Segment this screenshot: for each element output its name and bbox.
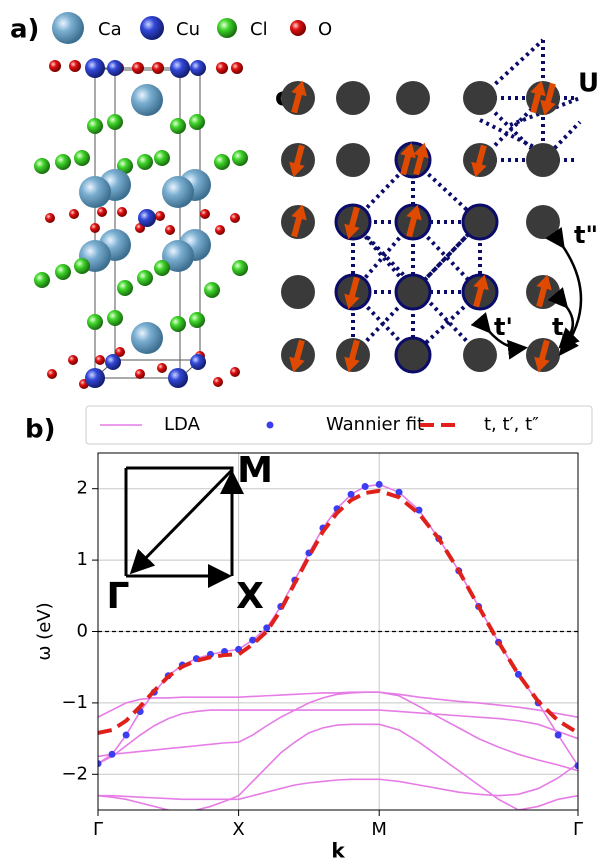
band-line <box>98 691 578 772</box>
band-line <box>98 483 578 767</box>
legend-marker <box>217 18 237 38</box>
data-point <box>574 762 578 770</box>
annotation: t" <box>574 221 598 249</box>
band-line <box>98 762 578 801</box>
x-tick-label: M <box>371 819 387 840</box>
panel-label: a) <box>10 15 39 45</box>
x-tick-label: Γ <box>573 819 583 840</box>
inset-arrow <box>129 468 234 575</box>
x-tick-label: Γ <box>93 819 103 840</box>
x-tick-label: X <box>232 819 244 840</box>
plot-frame <box>97 452 579 811</box>
annotation: t <box>552 313 563 341</box>
legend-label: LDA <box>164 414 201 435</box>
band-line <box>98 723 578 810</box>
annotation: t' <box>494 313 513 341</box>
data-point <box>122 731 130 739</box>
panel-label: b) <box>25 415 56 445</box>
legend-marker <box>52 12 84 44</box>
data-point <box>108 750 116 758</box>
annotation: U <box>578 69 599 99</box>
y-tick-label: −2 <box>61 763 88 784</box>
plot-area <box>98 480 578 810</box>
legend-label: Cl <box>250 19 268 40</box>
legend-label: t, t′, t″ <box>484 414 539 435</box>
data-point <box>395 488 403 496</box>
legend-label: Cu <box>176 19 200 40</box>
inset-label: M <box>237 450 273 491</box>
data-point <box>263 624 271 632</box>
legend-marker <box>266 421 274 429</box>
legend-box <box>85 405 593 445</box>
data-point <box>514 670 522 678</box>
data-point <box>375 480 383 488</box>
y-tick-label: 0 <box>77 621 88 642</box>
legend-label: Ca <box>98 19 122 40</box>
data-point <box>347 490 355 498</box>
panel-a: a) Ca Cu Cl O <box>10 12 332 389</box>
atoms <box>34 58 248 389</box>
band-line <box>98 691 578 718</box>
x-axis-label: k <box>331 839 345 863</box>
y-tick-label: 1 <box>77 549 88 570</box>
panel-b: b) <box>25 405 593 445</box>
y-tick-label: −1 <box>61 692 88 713</box>
hopping-arrows <box>470 226 583 360</box>
legend-label: Wannier fit <box>326 414 424 435</box>
inset-label: X <box>236 576 264 617</box>
band-line <box>98 709 578 765</box>
legend-marker <box>290 20 306 36</box>
data-point <box>98 760 102 768</box>
y-tick-label: 2 <box>77 478 88 499</box>
panel-c: c) U t" t' t <box>275 38 599 374</box>
data-point <box>415 506 423 514</box>
model-line <box>98 488 578 735</box>
legend-marker <box>140 16 164 40</box>
y-axis-label: ω (eV) <box>34 602 55 660</box>
legend-label: O <box>318 19 332 40</box>
inset <box>124 466 244 588</box>
data-point <box>249 636 257 644</box>
data-point <box>554 731 562 739</box>
inset-label: Γ <box>107 576 130 617</box>
data-point <box>361 483 369 491</box>
